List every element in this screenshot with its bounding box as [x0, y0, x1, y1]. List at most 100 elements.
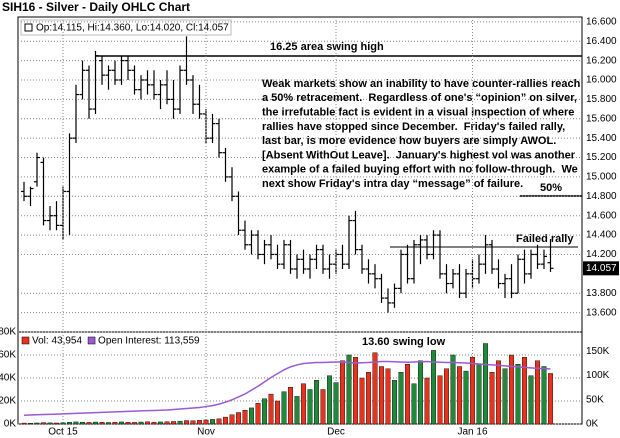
volume-bar — [398, 372, 404, 425]
volume-bar — [307, 389, 313, 425]
volume-bar — [236, 412, 241, 425]
y-tick-label: 13.800 — [586, 288, 617, 299]
volume-bar — [184, 420, 189, 425]
volume-bar — [327, 375, 332, 425]
legend-swatch — [21, 336, 30, 345]
price-legend: Op:14.115, Hi:14.360, Lo:14.020, Cl:14.0… — [36, 23, 229, 34]
last-price-label: 14.057 — [586, 263, 617, 274]
volume-bar — [171, 421, 176, 425]
volume-bar — [34, 422, 40, 425]
volume-bar — [86, 422, 92, 425]
volume-bar — [541, 366, 547, 425]
volume-bar — [509, 354, 514, 425]
annotation: Failed rally — [516, 233, 574, 245]
volume-bar — [281, 391, 287, 425]
volume-bar — [164, 421, 170, 425]
volume-bar — [145, 421, 150, 425]
volume-bar — [106, 422, 111, 425]
volume-bar — [210, 419, 215, 425]
volume-bar — [502, 368, 508, 425]
volume-bar — [535, 360, 540, 425]
y-tick-label: 15.000 — [586, 172, 617, 183]
volume-bar — [138, 421, 144, 425]
volume-bar — [47, 422, 53, 425]
volume-bar — [463, 370, 469, 425]
volume-bar — [93, 421, 98, 425]
volume-bar — [340, 360, 345, 425]
volume-bar — [21, 422, 27, 425]
volume-bar — [359, 377, 365, 425]
volume-bar — [41, 422, 46, 425]
volume-bar — [158, 421, 163, 425]
open-interest-line — [23, 360, 551, 417]
volume-bar — [112, 421, 118, 425]
volume-bar — [528, 375, 534, 425]
y-tick-label: 0K — [4, 419, 17, 430]
y-tick-label: 14.200 — [586, 249, 617, 260]
annotation: 13.60 swing low — [362, 336, 446, 348]
volume-bar — [301, 383, 306, 425]
volume-bar — [151, 421, 157, 425]
y-tick-label: 16.200 — [586, 55, 617, 66]
volume-bar — [190, 420, 196, 425]
volume-bar — [431, 350, 436, 425]
volume-bar — [457, 366, 462, 425]
volume-bar — [314, 380, 319, 425]
y-tick-label: 80K — [0, 327, 16, 338]
volume-bar — [255, 403, 261, 425]
y-tick-label: 16.000 — [586, 75, 617, 86]
y-tick-label: 13.600 — [586, 307, 617, 318]
volume-bar — [476, 364, 482, 425]
volume-bar — [405, 364, 410, 425]
volume-bar — [424, 377, 430, 425]
volume-bar — [496, 360, 501, 425]
volume-bar — [437, 375, 443, 425]
note-line: next show Friday's intra day “message” o… — [262, 178, 523, 190]
chart-title: SIH16 - Silver - Daily OHLC Chart — [2, 0, 190, 14]
note-line: Weak markets show an inability to have c… — [262, 78, 581, 90]
note-line: example of a failed buying effort with n… — [262, 164, 578, 176]
y-tick-label: 15.200 — [586, 152, 617, 163]
volume-bar — [522, 357, 527, 425]
volume-bar — [177, 420, 183, 425]
volume-bar — [268, 393, 274, 425]
volume-bar — [444, 368, 449, 425]
volume-bar — [372, 352, 378, 425]
volume-bar — [294, 396, 300, 425]
note-line: a 50% retracement. Regardless of one's “… — [262, 92, 577, 104]
last-price-box — [583, 261, 619, 276]
volume-bar — [262, 398, 267, 425]
volume-bar — [80, 421, 85, 425]
y-tick-label: 16.600 — [586, 16, 617, 27]
volume-bar — [470, 357, 475, 425]
y-tick-label: 15.800 — [586, 94, 617, 105]
volume-bar — [353, 357, 358, 425]
y-tick-label: 14.800 — [586, 191, 617, 202]
y-tick-label: 40K — [0, 373, 16, 384]
volume-bar — [333, 382, 339, 425]
y-tick-label: 14.400 — [586, 230, 617, 241]
volume-bar — [392, 380, 397, 425]
volume-bar — [119, 421, 124, 425]
x-tick-label: Nov — [197, 427, 215, 438]
volume-bar — [249, 407, 254, 425]
x-tick-label: Oct 15 — [48, 427, 78, 438]
volume-bar — [450, 354, 456, 425]
note-line: last bar, is more evidence how buyers ar… — [262, 135, 556, 147]
volume-bar — [483, 343, 488, 425]
y-tick-label: 15.600 — [586, 113, 617, 124]
note-line: rallies have stopped since December. Fri… — [262, 121, 565, 133]
volume-bar — [320, 389, 326, 425]
volume-bar — [223, 416, 228, 425]
volume-bar — [515, 364, 521, 425]
note-line: [Absent WithOut Leave]. January's highes… — [262, 149, 576, 161]
volume-bar — [28, 422, 33, 425]
volume-bar — [548, 373, 553, 425]
x-tick-label: Dec — [327, 427, 345, 438]
volume-bar — [216, 418, 222, 425]
legend-swatch — [87, 336, 96, 345]
y-tick-label: 60K — [0, 350, 16, 361]
volume-bar — [418, 360, 423, 425]
